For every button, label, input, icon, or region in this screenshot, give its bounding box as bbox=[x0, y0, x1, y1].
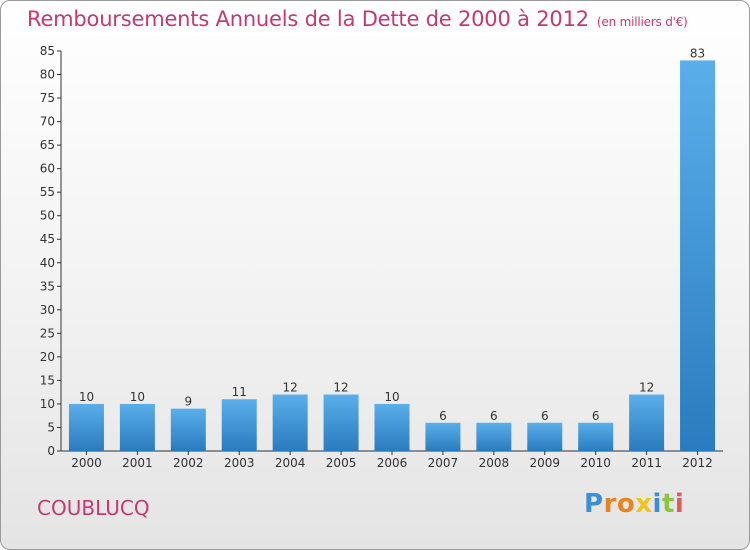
y-tick-label: 5 bbox=[47, 420, 55, 434]
x-tick-label-2010: 2010 bbox=[580, 456, 611, 470]
data-label-2006: 10 bbox=[384, 390, 399, 404]
chart-subtitle: (en milliers d'€) bbox=[596, 15, 688, 29]
chart-axes: 0 5 10 15 20 25 30 35 40 45 50 55 60 65 70 75 80 85 2000 20… bbox=[40, 44, 723, 470]
x-tick-label-2008: 2008 bbox=[479, 456, 510, 470]
x-tick-label-2000: 2000 bbox=[71, 456, 102, 470]
data-label-2010: 6 bbox=[592, 409, 600, 423]
data-label-2007: 6 bbox=[439, 409, 447, 423]
data-label-2009: 6 bbox=[541, 409, 549, 423]
logo-letter: i bbox=[652, 489, 662, 519]
logo-letter: x bbox=[635, 489, 653, 519]
chart-title: Remboursements Annuels de la Dette de 20… bbox=[27, 7, 688, 31]
logo-letter: r bbox=[603, 489, 617, 519]
y-tick-label: 70 bbox=[40, 115, 55, 129]
x-tick-label-2006: 2006 bbox=[377, 456, 408, 470]
bar-2002 bbox=[170, 408, 206, 451]
y-tick-label: 35 bbox=[40, 279, 55, 293]
y-tick-label: 80 bbox=[40, 68, 55, 82]
y-tick-label: 20 bbox=[40, 350, 55, 364]
bar-2011 bbox=[629, 394, 665, 451]
x-tick-label-2003: 2003 bbox=[224, 456, 255, 470]
data-label-2008: 6 bbox=[490, 409, 498, 423]
logo-letter: o bbox=[616, 489, 636, 519]
proxiti-logo: Proxiti bbox=[584, 489, 684, 519]
x-tick-label-2001: 2001 bbox=[122, 456, 153, 470]
chart-bars: 10 10 9 11 12 12 10 6 6 6 6 12 83 bbox=[68, 46, 716, 451]
x-tick-label-2004: 2004 bbox=[275, 456, 306, 470]
bar-2001 bbox=[119, 403, 155, 451]
data-label-2004: 12 bbox=[283, 381, 298, 395]
bar-2010 bbox=[578, 422, 614, 451]
y-tick-label: 60 bbox=[40, 162, 55, 176]
bar-2000 bbox=[68, 403, 104, 451]
bar-2004 bbox=[272, 394, 308, 451]
data-label-2011: 12 bbox=[639, 381, 654, 395]
y-tick-label: 75 bbox=[40, 91, 55, 105]
x-tick-label-2012: 2012 bbox=[682, 456, 713, 470]
y-tick-label: 65 bbox=[40, 138, 55, 152]
x-tick-label-2005: 2005 bbox=[326, 456, 357, 470]
town-name: COUBLUCQ bbox=[37, 496, 150, 520]
data-label-2001: 10 bbox=[130, 390, 145, 404]
y-tick-label: 50 bbox=[40, 209, 55, 223]
y-tick-label: 15 bbox=[40, 373, 55, 387]
data-label-2002: 9 bbox=[184, 395, 192, 409]
y-tick-label: 0 bbox=[47, 444, 55, 458]
bar-2003 bbox=[221, 399, 257, 451]
bar-2008 bbox=[476, 422, 512, 451]
x-tick-label-2009: 2009 bbox=[529, 456, 560, 470]
bar-2012 bbox=[680, 60, 716, 451]
y-tick-label: 40 bbox=[40, 256, 55, 270]
x-tick-label-2007: 2007 bbox=[428, 456, 459, 470]
y-tick-label: 45 bbox=[40, 232, 55, 246]
bar-2005 bbox=[323, 394, 359, 451]
logo-letter: t bbox=[661, 489, 675, 519]
bar-2009 bbox=[527, 422, 563, 451]
data-label-2003: 11 bbox=[232, 385, 247, 399]
y-tick-label: 10 bbox=[40, 397, 55, 411]
y-tick-label: 55 bbox=[40, 185, 55, 199]
logo-letter: i bbox=[674, 489, 685, 519]
data-label-2005: 12 bbox=[333, 381, 348, 395]
x-tick-label-2002: 2002 bbox=[173, 456, 204, 470]
y-tick-label: 85 bbox=[40, 44, 55, 58]
data-label-2012: 83 bbox=[690, 46, 705, 60]
logo-letter: P bbox=[584, 489, 604, 519]
y-tick-label: 30 bbox=[40, 303, 55, 317]
chart-title-text: Remboursements Annuels de la Dette de 20… bbox=[27, 7, 589, 31]
bar-2006 bbox=[374, 403, 410, 451]
bar-2007 bbox=[425, 422, 461, 451]
y-tick-label: 25 bbox=[40, 326, 55, 340]
data-label-2000: 10 bbox=[79, 390, 94, 404]
x-tick-label-2011: 2011 bbox=[631, 456, 662, 470]
